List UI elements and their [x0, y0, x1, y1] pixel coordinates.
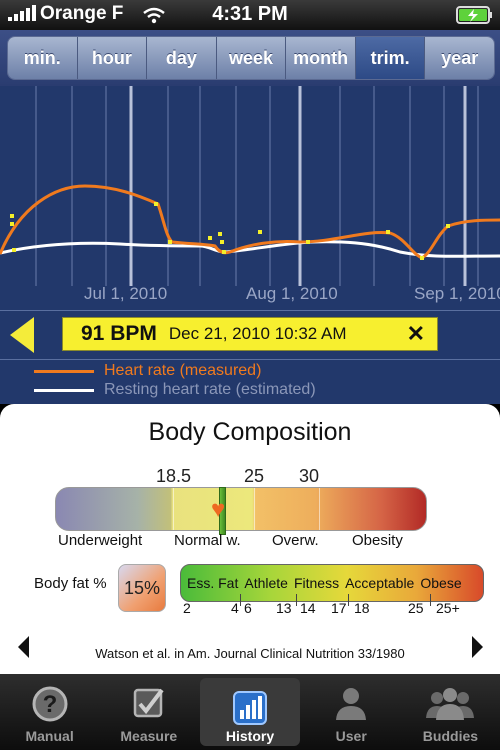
chart-legend: Heart rate (measured) Resting heart rate… [0, 360, 500, 404]
wifi-icon [143, 7, 165, 24]
bf-tick-line [348, 594, 349, 606]
body-fat-value-badge: 15% [118, 564, 166, 612]
tab-label: Buddies [422, 728, 479, 744]
bf-category-obese: Obese [420, 575, 462, 591]
reading-datetime: Dec 21, 2010 10:32 AM [168, 324, 347, 343]
tab-label: Measure [120, 728, 178, 744]
tab-measure[interactable]: Measure [99, 674, 198, 750]
bmi-threshold-18-5: 18.5 [156, 466, 192, 486]
bmi-category-overweight: Overw. [272, 532, 319, 549]
tab-buddies[interactable]: Buddies [401, 674, 500, 750]
reading-detail-bar: 91 BPM Dec 21, 2010 10:32 AM ✕ [0, 310, 500, 360]
time-range-bar: min. hour day week month trim. year [0, 30, 500, 86]
previous-reading-arrow-icon[interactable] [10, 317, 34, 353]
legend-resting-swatch [34, 389, 94, 392]
panel-title: Body Composition [148, 418, 352, 446]
tab-manual[interactable]: ? Manual [0, 674, 99, 750]
reading-bpm-value: 91 BPM [81, 322, 157, 345]
month-label-aug: Aug 1, 2010 [246, 284, 338, 303]
status-bar: Orange F 4:31 PM [0, 0, 500, 30]
bf-tick-label: 13 [276, 600, 292, 616]
data-point-markers [10, 202, 450, 260]
bmi-threshold-25: 25 [244, 466, 265, 486]
bf-category-acceptable: Acceptable [345, 575, 415, 591]
user-icon [336, 688, 367, 720]
tab-bar: ? Manual Measure History User [0, 674, 500, 750]
heart-icon: ♥ [211, 496, 226, 523]
segment-week[interactable]: week [216, 37, 287, 79]
segment-year[interactable]: year [425, 37, 494, 79]
segment-month[interactable]: month [286, 37, 356, 79]
segment-hour[interactable]: hour [77, 37, 148, 79]
carrier-name: Orange F [40, 3, 124, 24]
bf-tick-label: 25+ [436, 600, 460, 616]
measured-heart-rate-line [0, 184, 500, 260]
body-fat-label: Body fat % [34, 575, 107, 592]
bmi-divider [254, 488, 255, 530]
bf-tick-label: 4 [231, 600, 239, 616]
bmi-category-underweight: Underweight [58, 532, 143, 549]
previous-page-arrow-icon[interactable] [18, 636, 29, 658]
buddies-icon [426, 688, 475, 720]
month-gridlines [129, 86, 467, 286]
bmi-scale-bar [55, 487, 427, 531]
next-page-arrow-icon[interactable] [472, 636, 483, 658]
segment-trimester[interactable]: trim. [355, 37, 426, 79]
bf-tick-label: 14 [300, 600, 316, 616]
bf-tick-line [240, 594, 241, 606]
bf-tick-label: 6 [244, 600, 252, 616]
body-fat-scale-bar: Ess. Fat Athlete Fitness Acceptable Obes… [180, 564, 484, 602]
segment-min[interactable]: min. [8, 37, 78, 79]
bf-tick-line [430, 594, 431, 606]
tab-user[interactable]: User [302, 674, 401, 750]
citation-text: Watson et al. in Am. Journal Clinical Nu… [95, 646, 405, 661]
bf-tick-line [296, 594, 297, 606]
svg-text:?: ? [42, 691, 57, 718]
segment-day[interactable]: day [147, 37, 217, 79]
bf-category-athlete: Athlete [244, 575, 288, 591]
status-time: 4:31 PM [212, 3, 288, 25]
tab-history[interactable]: History [200, 678, 300, 746]
month-label-sep: Sep 1, 2010 [414, 284, 500, 303]
bf-tick-label: 17 [331, 600, 347, 616]
tab-label: User [335, 728, 367, 744]
heart-rate-plot[interactable]: Jul 1, 2010 Aug 1, 2010 Sep 1, 2010 [0, 86, 500, 310]
bf-tick-label: 18 [354, 600, 370, 616]
legend-measured-label: Heart rate (measured) [104, 362, 262, 379]
reading-callout: 91 BPM Dec 21, 2010 10:32 AM ✕ [62, 317, 438, 351]
time-range-segmented-control: min. hour day week month trim. year [7, 36, 495, 80]
heart-rate-chart[interactable]: Jul 1, 2010 Aug 1, 2010 Sep 1, 2010 [0, 86, 500, 310]
bmi-threshold-30: 30 [299, 466, 320, 486]
legend-measured-swatch [34, 370, 94, 373]
grid-lines [35, 86, 479, 286]
bmi-category-obesity: Obesity [352, 532, 403, 549]
question-icon: ? [32, 686, 68, 722]
bf-category-ess-fat: Ess. Fat [187, 575, 239, 591]
body-composition-panel: Body Composition 18.5 25 30 ♥ Underweigh… [0, 404, 500, 674]
legend-resting-label: Resting heart rate (estimated) [104, 381, 316, 398]
month-label-jul: Jul 1, 2010 [84, 284, 167, 303]
history-chart-icon [233, 691, 267, 725]
bmi-category-normal: Normal w. [174, 532, 241, 549]
bmi-divider [173, 488, 174, 530]
bmi-position-marker [219, 487, 226, 535]
battery-charging-icon [456, 6, 492, 24]
bmi-divider [319, 488, 320, 530]
tab-label: History [225, 728, 275, 744]
bf-category-fitness: Fitness [293, 575, 340, 591]
measure-check-icon [133, 688, 164, 718]
bf-tick-label: 25 [408, 600, 424, 616]
bf-tick-label: 2 [183, 600, 191, 616]
close-reading-icon[interactable]: ✕ [406, 321, 425, 346]
tab-label: Manual [25, 728, 74, 744]
